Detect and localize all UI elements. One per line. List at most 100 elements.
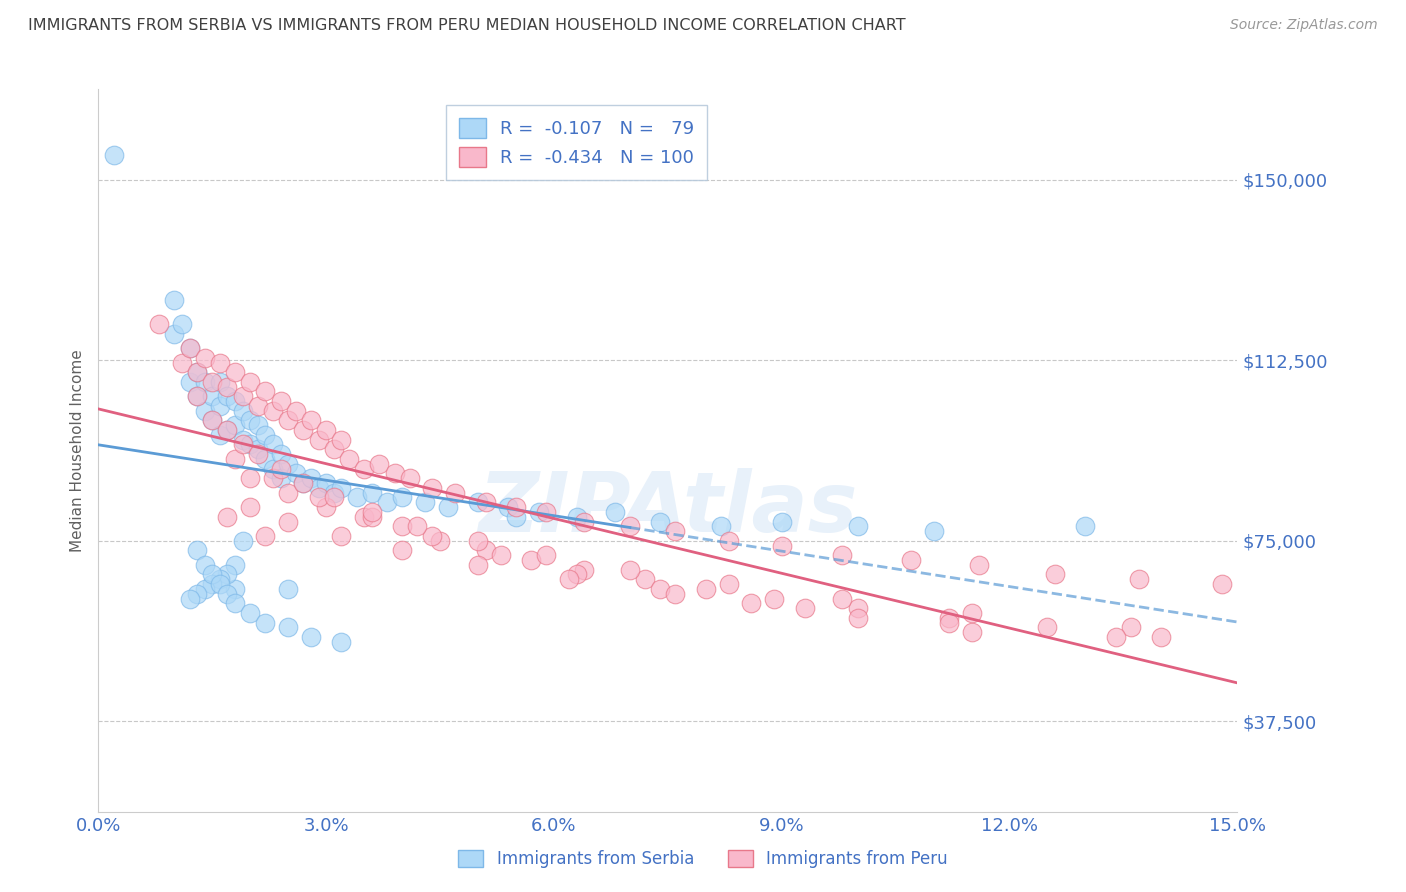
Text: IMMIGRANTS FROM SERBIA VS IMMIGRANTS FROM PERU MEDIAN HOUSEHOLD INCOME CORRELATI: IMMIGRANTS FROM SERBIA VS IMMIGRANTS FRO… — [28, 18, 905, 33]
Point — [239, 500, 262, 514]
Point — [967, 558, 990, 572]
Point — [292, 475, 315, 490]
Point — [422, 481, 444, 495]
Point — [217, 567, 239, 582]
Point — [201, 567, 224, 582]
Point — [846, 519, 869, 533]
Point — [170, 317, 193, 331]
Point — [224, 558, 246, 572]
Point — [1128, 572, 1150, 586]
Point — [239, 375, 262, 389]
Point — [360, 505, 382, 519]
Point — [224, 596, 246, 610]
Point — [246, 442, 269, 457]
Point — [270, 471, 292, 485]
Point — [558, 572, 581, 586]
Point — [498, 500, 520, 514]
Point — [1036, 620, 1059, 634]
Point — [831, 548, 853, 562]
Point — [270, 394, 292, 409]
Point — [960, 625, 983, 640]
Point — [960, 606, 983, 620]
Point — [232, 437, 254, 451]
Point — [194, 582, 217, 596]
Point — [398, 471, 420, 485]
Point — [429, 533, 451, 548]
Point — [186, 543, 208, 558]
Point — [277, 457, 299, 471]
Point — [239, 471, 262, 485]
Point — [277, 582, 299, 596]
Point — [308, 491, 330, 505]
Point — [186, 587, 208, 601]
Y-axis label: Median Household Income: Median Household Income — [69, 349, 84, 552]
Point — [254, 384, 277, 399]
Point — [474, 543, 496, 558]
Point — [360, 485, 382, 500]
Point — [217, 423, 239, 437]
Point — [186, 365, 208, 379]
Point — [208, 577, 231, 591]
Point — [353, 461, 375, 475]
Point — [391, 543, 413, 558]
Point — [254, 451, 277, 466]
Point — [148, 317, 170, 331]
Point — [474, 495, 496, 509]
Point — [505, 500, 527, 514]
Point — [308, 481, 330, 495]
Point — [1119, 620, 1142, 634]
Point — [179, 341, 201, 355]
Point — [346, 491, 368, 505]
Point — [922, 524, 945, 538]
Point — [391, 491, 413, 505]
Point — [330, 635, 353, 649]
Point — [717, 533, 740, 548]
Text: Source: ZipAtlas.com: Source: ZipAtlas.com — [1230, 18, 1378, 32]
Point — [1150, 630, 1173, 644]
Point — [239, 413, 262, 427]
Point — [179, 591, 201, 606]
Point — [262, 461, 284, 475]
Point — [603, 505, 626, 519]
Point — [1105, 630, 1128, 644]
Point — [489, 548, 512, 562]
Point — [846, 601, 869, 615]
Point — [208, 355, 231, 369]
Point — [208, 427, 231, 442]
Point — [292, 475, 315, 490]
Point — [103, 148, 125, 162]
Point — [299, 471, 322, 485]
Point — [270, 461, 292, 475]
Point — [292, 423, 315, 437]
Point — [900, 553, 922, 567]
Point — [308, 433, 330, 447]
Point — [201, 375, 224, 389]
Point — [194, 351, 217, 365]
Point — [422, 529, 444, 543]
Point — [232, 403, 254, 417]
Point — [163, 293, 186, 307]
Point — [384, 467, 406, 481]
Point — [224, 451, 246, 466]
Point — [217, 587, 239, 601]
Point — [246, 447, 269, 461]
Point — [938, 611, 960, 625]
Point — [254, 529, 277, 543]
Point — [224, 394, 246, 409]
Point — [179, 341, 201, 355]
Point — [208, 572, 231, 586]
Point — [831, 591, 853, 606]
Point — [695, 582, 717, 596]
Point — [619, 519, 641, 533]
Point — [179, 375, 201, 389]
Point — [299, 413, 322, 427]
Point — [299, 630, 322, 644]
Point — [315, 475, 337, 490]
Point — [208, 375, 231, 389]
Point — [664, 524, 686, 538]
Point — [619, 563, 641, 577]
Point — [360, 509, 382, 524]
Point — [277, 515, 299, 529]
Point — [650, 582, 672, 596]
Point — [353, 509, 375, 524]
